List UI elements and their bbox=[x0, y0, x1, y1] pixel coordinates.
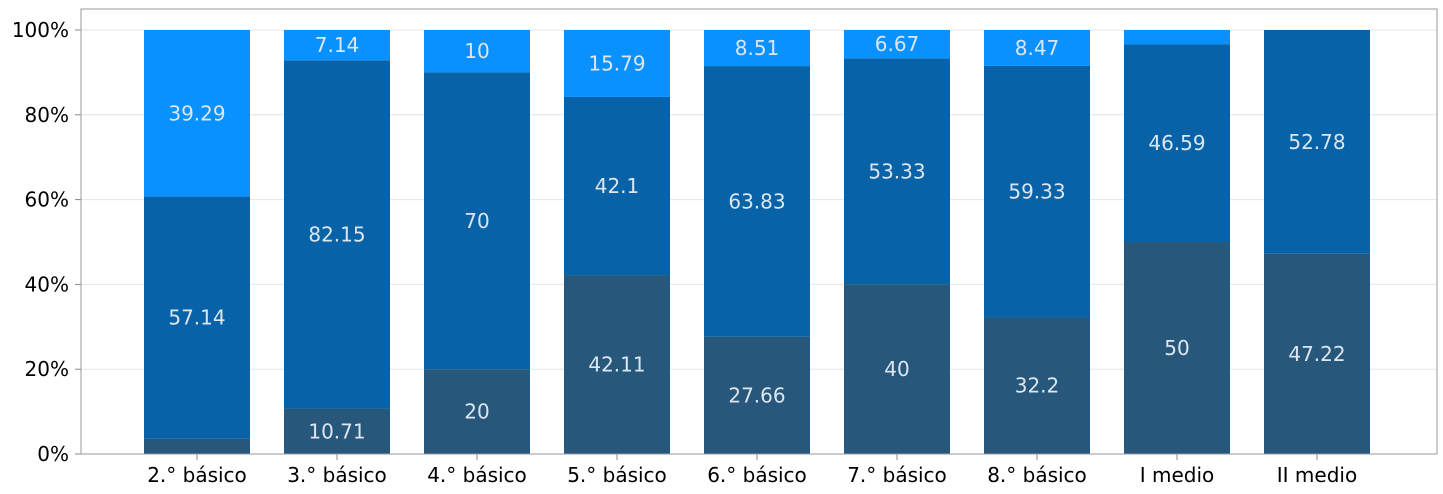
x-tick-label: 2.° básico bbox=[147, 463, 247, 487]
bar-segment bbox=[424, 30, 530, 73]
data-label: 53.33 bbox=[868, 159, 925, 183]
y-tick-label: 60% bbox=[25, 188, 69, 212]
bar-segment bbox=[144, 30, 250, 197]
data-label: 57.14 bbox=[168, 306, 225, 330]
data-label: 47.22 bbox=[1288, 342, 1345, 366]
bar-segment bbox=[424, 369, 530, 454]
bar-segment bbox=[144, 196, 250, 439]
bar-segment bbox=[564, 96, 670, 276]
bar-segment bbox=[844, 30, 950, 59]
data-label: 8.47 bbox=[1015, 36, 1060, 60]
y-tick-label: 100% bbox=[12, 18, 69, 42]
bar-segment bbox=[844, 58, 950, 285]
y-tick-label: 80% bbox=[25, 103, 69, 127]
data-label: 40 bbox=[884, 357, 909, 381]
bar-segment bbox=[984, 65, 1090, 318]
x-tick-label: 4.° básico bbox=[427, 463, 527, 487]
bar-segment bbox=[564, 275, 670, 454]
data-label: 10.71 bbox=[308, 419, 365, 443]
x-tick-label: 5.° básico bbox=[567, 463, 667, 487]
data-label: 63.83 bbox=[728, 189, 785, 213]
bar-segment bbox=[704, 336, 810, 454]
data-label: 20 bbox=[464, 400, 489, 424]
data-label: 42.11 bbox=[588, 353, 645, 377]
x-tick-label: I medio bbox=[1140, 463, 1215, 487]
x-tick-label: II medio bbox=[1277, 463, 1357, 487]
data-label: 82.15 bbox=[308, 222, 365, 246]
bar-segment bbox=[284, 408, 390, 454]
x-tick-label: 6.° básico bbox=[707, 463, 807, 487]
data-label: 42.1 bbox=[595, 174, 640, 198]
bar-segment bbox=[704, 66, 810, 337]
data-label: 10 bbox=[464, 39, 489, 63]
data-label: 6.67 bbox=[875, 32, 920, 56]
bar-segment bbox=[984, 317, 1090, 454]
bar-segment bbox=[1264, 253, 1370, 454]
bar-segment bbox=[704, 30, 810, 67]
bar-segment bbox=[284, 60, 390, 409]
bar-segment bbox=[1124, 30, 1230, 45]
plot-frame bbox=[80, 8, 1438, 455]
data-label: 52.78 bbox=[1288, 130, 1345, 154]
data-label: 70 bbox=[464, 209, 489, 233]
data-label: 46.59 bbox=[1148, 131, 1205, 155]
bar-segment bbox=[1124, 242, 1230, 454]
bar-segment bbox=[284, 30, 390, 61]
bar-segment bbox=[564, 30, 670, 97]
x-tick-label: 8.° básico bbox=[987, 463, 1087, 487]
bar-segment bbox=[144, 438, 250, 454]
data-label: 59.33 bbox=[1008, 180, 1065, 204]
y-tick-label: 20% bbox=[25, 357, 69, 381]
data-label: 7.14 bbox=[315, 33, 360, 57]
data-label: 15.79 bbox=[588, 51, 645, 75]
bar-segment bbox=[844, 284, 950, 454]
data-label: 50 bbox=[1164, 336, 1189, 360]
y-tick-label: 0% bbox=[37, 442, 69, 466]
x-tick-label: 3.° básico bbox=[287, 463, 387, 487]
data-label: 32.2 bbox=[1015, 374, 1060, 398]
data-label: 8.51 bbox=[735, 36, 780, 60]
y-tick-label: 40% bbox=[25, 272, 69, 296]
bar-segment bbox=[1124, 44, 1230, 242]
data-label: 27.66 bbox=[728, 383, 785, 407]
data-label: 39.29 bbox=[168, 101, 225, 125]
x-tick-label: 7.° básico bbox=[847, 463, 947, 487]
bar-segment bbox=[1264, 30, 1370, 254]
bar-segment bbox=[984, 30, 1090, 66]
bar-segment bbox=[424, 72, 530, 370]
